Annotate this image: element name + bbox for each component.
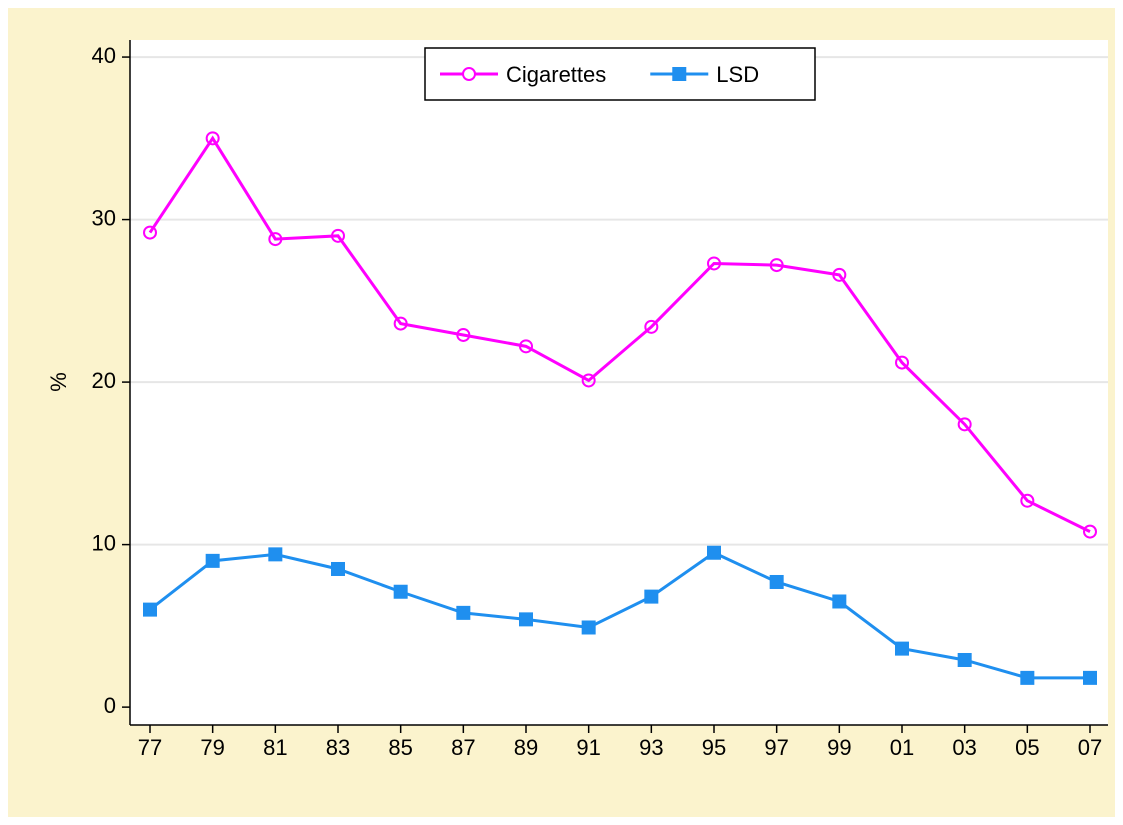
marker	[895, 355, 909, 370]
marker	[519, 339, 533, 354]
marker	[393, 584, 408, 599]
marker	[331, 561, 345, 576]
marker	[895, 641, 909, 656]
legend-label: LSD	[716, 62, 759, 87]
x-tick-label: 05	[1015, 735, 1039, 760]
x-tick-label: 97	[764, 735, 788, 760]
legend-label: Cigarettes	[506, 62, 606, 87]
series-line	[148, 135, 1091, 533]
marker	[769, 258, 784, 273]
y-tick-label: 30	[92, 205, 116, 230]
y-axis-label: %	[46, 372, 71, 392]
marker	[268, 547, 283, 562]
y-tick-label: 10	[92, 530, 116, 555]
x-tick-label: 81	[263, 735, 287, 760]
x-tick-label: 95	[702, 735, 726, 760]
legend-marker	[672, 67, 687, 81]
marker	[1083, 670, 1097, 685]
marker	[707, 545, 721, 560]
marker	[832, 267, 847, 282]
marker	[143, 225, 157, 240]
marker	[644, 589, 659, 604]
marker	[143, 602, 157, 617]
y-tick-label: 0	[104, 693, 116, 718]
x-tick-label: 79	[200, 735, 224, 760]
y-tick-label: 20	[92, 368, 116, 393]
x-tick-label: 91	[576, 735, 600, 760]
marker	[456, 327, 471, 342]
marker	[1083, 524, 1097, 539]
legend-marker	[462, 67, 476, 81]
x-tick-label: 03	[952, 735, 976, 760]
marker	[205, 553, 220, 568]
x-tick-label: 85	[388, 735, 412, 760]
x-tick-label: 83	[326, 735, 350, 760]
legend: Cigarettes LSD	[424, 47, 816, 101]
marker	[581, 373, 596, 388]
x-tick-label: 07	[1078, 735, 1102, 760]
marker	[1020, 670, 1035, 685]
x-tick-label: 99	[827, 735, 851, 760]
marker	[331, 228, 345, 243]
marker	[957, 652, 972, 667]
y-tick-label: 40	[92, 43, 116, 68]
series-line	[149, 551, 1090, 680]
marker	[205, 131, 220, 146]
x-tick-label: 87	[451, 735, 475, 760]
marker	[957, 417, 972, 432]
x-tick-label: 01	[890, 735, 914, 760]
marker	[707, 256, 721, 271]
marker	[519, 612, 533, 627]
marker	[832, 594, 847, 609]
marker	[1020, 493, 1035, 508]
marker	[456, 605, 471, 620]
marker	[769, 574, 784, 589]
marker	[644, 319, 659, 334]
marker	[268, 232, 283, 247]
x-tick-label: 77	[138, 735, 162, 760]
marker	[581, 620, 596, 635]
marker	[393, 316, 408, 331]
x-tick-label: 89	[514, 735, 538, 760]
x-tick-label: 93	[639, 735, 663, 760]
